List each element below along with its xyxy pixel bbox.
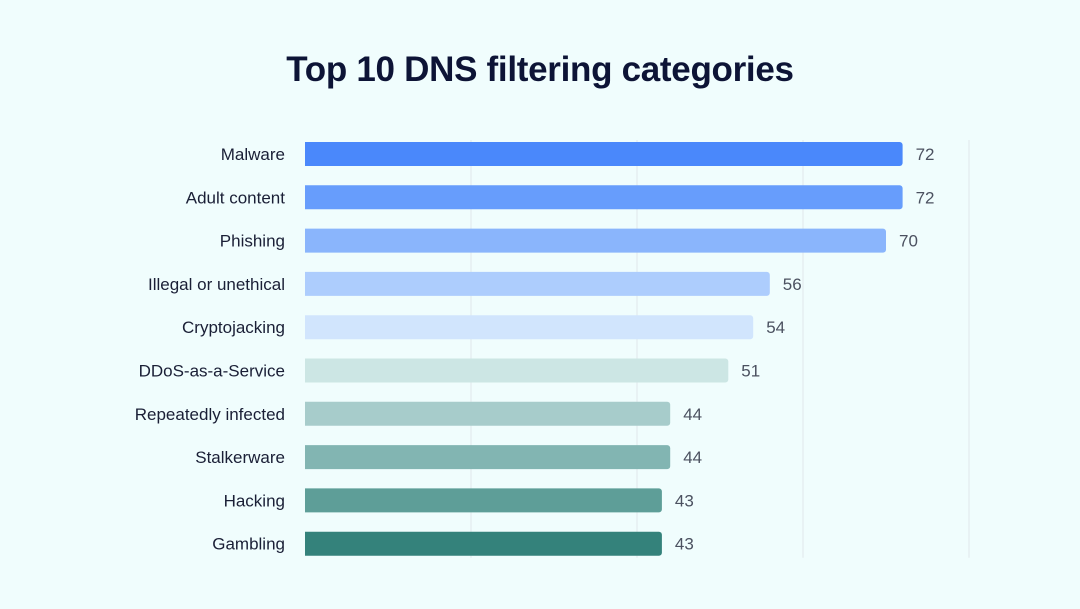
- category-label: Stalkerware: [195, 448, 285, 467]
- category-label: Adult content: [186, 188, 286, 207]
- category-label: Cryptojacking: [182, 318, 285, 337]
- value-label: 44: [683, 405, 702, 424]
- bar: [305, 271, 770, 296]
- category-label: Repeatedly infected: [135, 405, 285, 424]
- bar: [305, 228, 886, 253]
- value-label: 72: [916, 145, 935, 164]
- category-label: Phishing: [220, 232, 285, 251]
- category-label: Malware: [221, 145, 285, 164]
- category-label: Hacking: [224, 491, 285, 510]
- value-label: 51: [741, 362, 760, 381]
- bar: [305, 358, 729, 383]
- category-label: DDoS-as-a-Service: [139, 362, 285, 381]
- bar: [305, 401, 671, 426]
- chart-title: Top 10 DNS filtering categories: [286, 50, 794, 89]
- bar: [305, 185, 903, 210]
- value-label: 44: [683, 448, 702, 467]
- bar: [305, 488, 662, 513]
- bar: [305, 445, 671, 470]
- category-label: Gambling: [212, 535, 285, 554]
- value-label: 72: [916, 188, 935, 207]
- category-label: Illegal or unethical: [148, 275, 285, 294]
- bar: [305, 531, 662, 556]
- value-label: 70: [899, 232, 918, 251]
- value-label: 43: [675, 491, 694, 510]
- bar: [305, 142, 903, 166]
- value-label: 54: [766, 318, 785, 337]
- value-label: 56: [783, 275, 802, 294]
- value-label: 43: [675, 535, 694, 554]
- bar: [305, 315, 754, 340]
